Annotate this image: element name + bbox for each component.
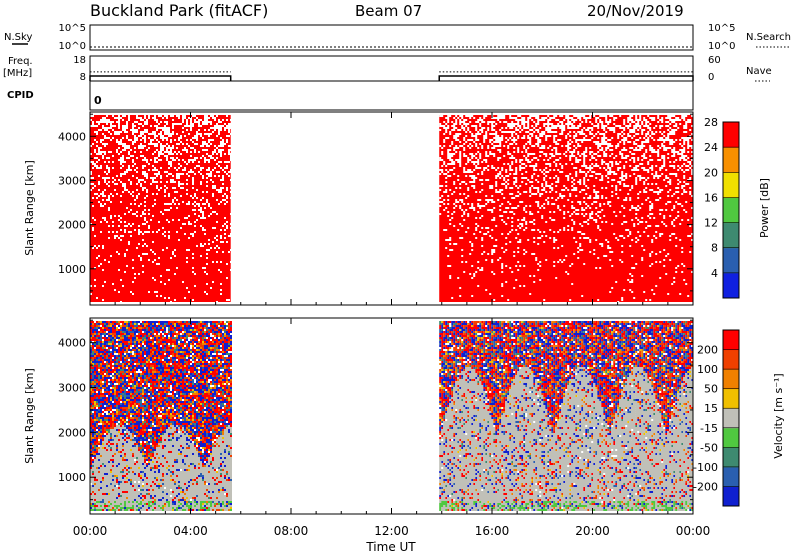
velocity-cells xyxy=(439,321,694,511)
velocity-cells xyxy=(439,367,694,511)
x-tick-label: 16:00 xyxy=(475,524,510,538)
colorbar-tick-label: 8 xyxy=(711,242,718,255)
x-tick-label: 12:00 xyxy=(374,524,409,538)
cpid-panel-frame xyxy=(89,80,694,111)
y-tick-label: 2000 xyxy=(58,426,86,439)
velocity-cells xyxy=(90,321,232,501)
freq-panel-frame xyxy=(89,55,694,82)
freq-label: Freq. xyxy=(8,56,33,67)
velocity-cells xyxy=(90,501,232,511)
colorbar-tick-label: -100 xyxy=(693,461,718,474)
power-ylabel: Slant Range [km] xyxy=(23,160,36,256)
colorbar-tick-label: 12 xyxy=(704,217,718,230)
date-title: 20/Nov/2019 xyxy=(587,2,684,20)
colorbar-tick-label: 100 xyxy=(697,363,718,376)
nsky-tick-top: 10^5 xyxy=(59,23,86,34)
freq-unit-label: [MHz] xyxy=(3,68,32,79)
colorbar-swatch xyxy=(723,369,739,390)
power-colorbar: 4 8 12 16 20 24 28 xyxy=(704,116,740,299)
velocity-cells xyxy=(90,321,232,511)
colorbar-swatch xyxy=(723,122,739,148)
colorbar-tick-label: -200 xyxy=(693,480,718,493)
colorbar-swatch xyxy=(723,197,739,224)
velocity-colorbar-label: Velocity [m s⁻¹] xyxy=(772,373,785,458)
frequency-trace xyxy=(89,75,232,81)
freq-traces xyxy=(89,71,694,81)
freq-tick-top: 18 xyxy=(73,55,86,66)
velocity-cells xyxy=(90,321,232,511)
velocity-cells xyxy=(90,321,232,511)
velocity-heatmap xyxy=(90,321,694,511)
y-tick-label: 1000 xyxy=(58,263,86,276)
colorbar-tick-label: 28 xyxy=(704,116,718,129)
power-block xyxy=(439,115,693,302)
nsearch-label: N.Search xyxy=(746,32,791,43)
power-gaps xyxy=(439,115,694,303)
colorbar-swatch xyxy=(723,247,739,274)
y-tick-label: 3000 xyxy=(58,382,86,395)
freq-tick-bottom: 8 xyxy=(80,72,86,83)
colorbar-tick-label: 200 xyxy=(697,344,718,357)
x-tick-label: 00:00 xyxy=(676,524,711,538)
nsearch-tick-top: 10^5 xyxy=(708,23,735,34)
velocity-cells xyxy=(439,321,694,511)
frequency-trace xyxy=(438,75,694,81)
velocity-cells xyxy=(90,425,232,511)
nave-label: Nave xyxy=(746,66,772,77)
colorbar-swatch xyxy=(723,330,739,351)
nsky-panel-frame xyxy=(89,24,694,51)
power-heatmap xyxy=(90,115,694,303)
cpid-label: CPID xyxy=(7,90,34,101)
nave-tick-top: 60 xyxy=(708,55,721,66)
colorbar-swatch xyxy=(723,349,739,370)
colorbar-swatch xyxy=(723,222,739,249)
velocity-cells xyxy=(439,321,694,511)
nsky-label: N.Sky xyxy=(4,32,32,43)
colorbar-swatch xyxy=(723,447,739,468)
colorbar-swatch xyxy=(723,172,739,198)
velocity-ylabel: Slant Range [km] xyxy=(23,368,36,464)
y-tick-label: 4000 xyxy=(58,337,86,350)
x-tick-label: 08:00 xyxy=(274,524,309,538)
colorbar-swatch xyxy=(723,272,739,299)
colorbar-swatch xyxy=(723,147,739,173)
colorbar-tick-label: 20 xyxy=(704,166,718,179)
colorbar-swatch xyxy=(723,486,739,507)
cpid-value: 0 xyxy=(94,94,102,107)
x-tick-label: 20:00 xyxy=(575,524,610,538)
time-axis: 00:00 04:00 08:00 12:00 16:00 20:00 00:00 xyxy=(73,112,711,538)
power-yaxis: 1000 2000 3000 4000 xyxy=(58,113,693,292)
colorbar-frame xyxy=(722,329,740,507)
nsearch-tick-bottom: 10^0 xyxy=(708,41,735,52)
velocity-cells xyxy=(439,501,694,511)
power-colorbar-label: Power [dB] xyxy=(758,178,771,238)
colorbar-swatch xyxy=(723,388,739,409)
nsky-tick-bottom: 10^0 xyxy=(59,41,86,52)
x-tick-label: 00:00 xyxy=(73,524,108,538)
colorbar-swatch xyxy=(723,466,739,487)
y-tick-label: 4000 xyxy=(58,130,86,143)
y-tick-label: 2000 xyxy=(58,219,86,232)
velocity-cells xyxy=(439,321,692,511)
colorbar-tick-label: 24 xyxy=(704,141,718,154)
velocity-yaxis: 1000 2000 3000 4000 xyxy=(58,319,693,501)
colorbar-tick-label: 50 xyxy=(704,383,718,396)
nave-tick-bottom: 0 xyxy=(708,72,714,83)
x-axis-label: Time UT xyxy=(365,540,416,554)
colorbar-tick-label: 4 xyxy=(711,267,718,280)
station-title: Buckland Park (fitACF) xyxy=(90,1,268,20)
colorbar-tick-label: 16 xyxy=(704,191,718,204)
beam-title: Beam 07 xyxy=(355,2,422,20)
y-tick-label: 3000 xyxy=(58,174,86,187)
colorbar-tick-label: 15 xyxy=(704,402,718,415)
x-tick-label: 04:00 xyxy=(173,524,208,538)
colorbar-swatch xyxy=(723,408,739,429)
colorbar-swatch xyxy=(723,427,739,448)
colorbar-tick-label: -50 xyxy=(700,441,718,454)
colorbar-tick-label: -15 xyxy=(700,422,718,435)
power-gaps xyxy=(90,115,232,303)
y-tick-label: 1000 xyxy=(58,471,86,484)
velocity-colorbar: 200 100 50 15 -15 -50 -100 -200 xyxy=(693,329,740,507)
